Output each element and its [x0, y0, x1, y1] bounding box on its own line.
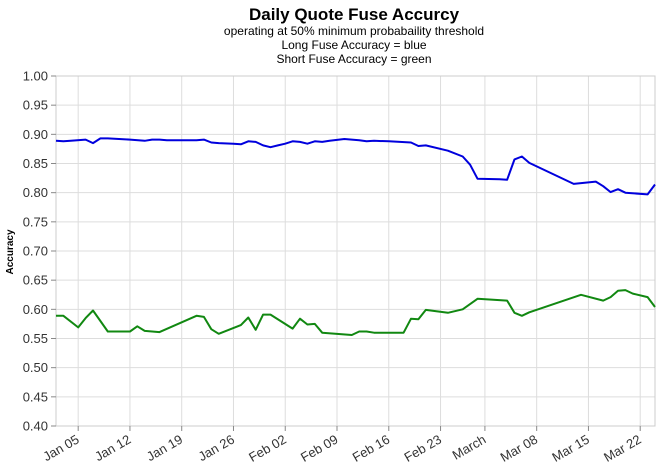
x-tick-label: March	[450, 432, 489, 463]
x-tick-label: Mar 15	[549, 432, 592, 465]
y-tick-label: 0.80	[23, 185, 48, 200]
x-tick-label: Mar 22	[601, 432, 644, 465]
x-tick-label: Jan 19	[144, 432, 185, 465]
x-tick-label: Jan 12	[92, 432, 133, 465]
y-axis-label: Accuracy	[5, 229, 16, 274]
x-tick-label: Mar 08	[498, 432, 541, 465]
grid-layer	[55, 75, 656, 427]
y-tick-label: 0.65	[23, 273, 48, 288]
y-tick-label: 0.70	[23, 244, 48, 259]
chart-subtitle-short-fuse: Short Fuse Accuracy = green	[276, 52, 431, 66]
x-tick-label: Jan 05	[40, 432, 81, 465]
y-tick-label: 0.95	[23, 98, 48, 113]
tick-layer: 0.40 0.45 0.50 0.55 0.60 0.65 0.70 0.75 0.80 0.85…	[23, 69, 644, 465]
x-tick-label: Feb 09	[298, 432, 341, 465]
x-tick-label: Feb 16	[350, 432, 393, 465]
y-tick-label: 0.55	[23, 331, 48, 346]
series-layer	[55, 137, 656, 336]
y-tick-label: 0.50	[23, 360, 48, 375]
y-tick-label: 1.00	[23, 69, 48, 84]
chart-subtitle-long-fuse: Long Fuse Accuracy = blue	[281, 38, 426, 52]
y-tick-label: 0.45	[23, 389, 48, 404]
long-fuse-accuracy-line	[55, 137, 656, 196]
y-tick-label: 0.75	[23, 214, 48, 229]
short-fuse-accuracy-line	[56, 289, 656, 336]
y-tick-label: 0.60	[23, 302, 48, 317]
y-tick-label: 0.40	[23, 419, 48, 434]
chart-subtitle-threshold: operating at 50% minimum probabaility th…	[224, 24, 484, 38]
y-tick-label: 0.85	[23, 156, 48, 171]
chart-title: Daily Quote Fuse Accurcy	[249, 5, 460, 24]
x-tick-label: Feb 23	[401, 432, 444, 465]
y-tick-label: 0.90	[23, 127, 48, 142]
x-tick-label: Jan 26	[196, 432, 237, 465]
x-tick-label: Feb 02	[246, 432, 289, 465]
